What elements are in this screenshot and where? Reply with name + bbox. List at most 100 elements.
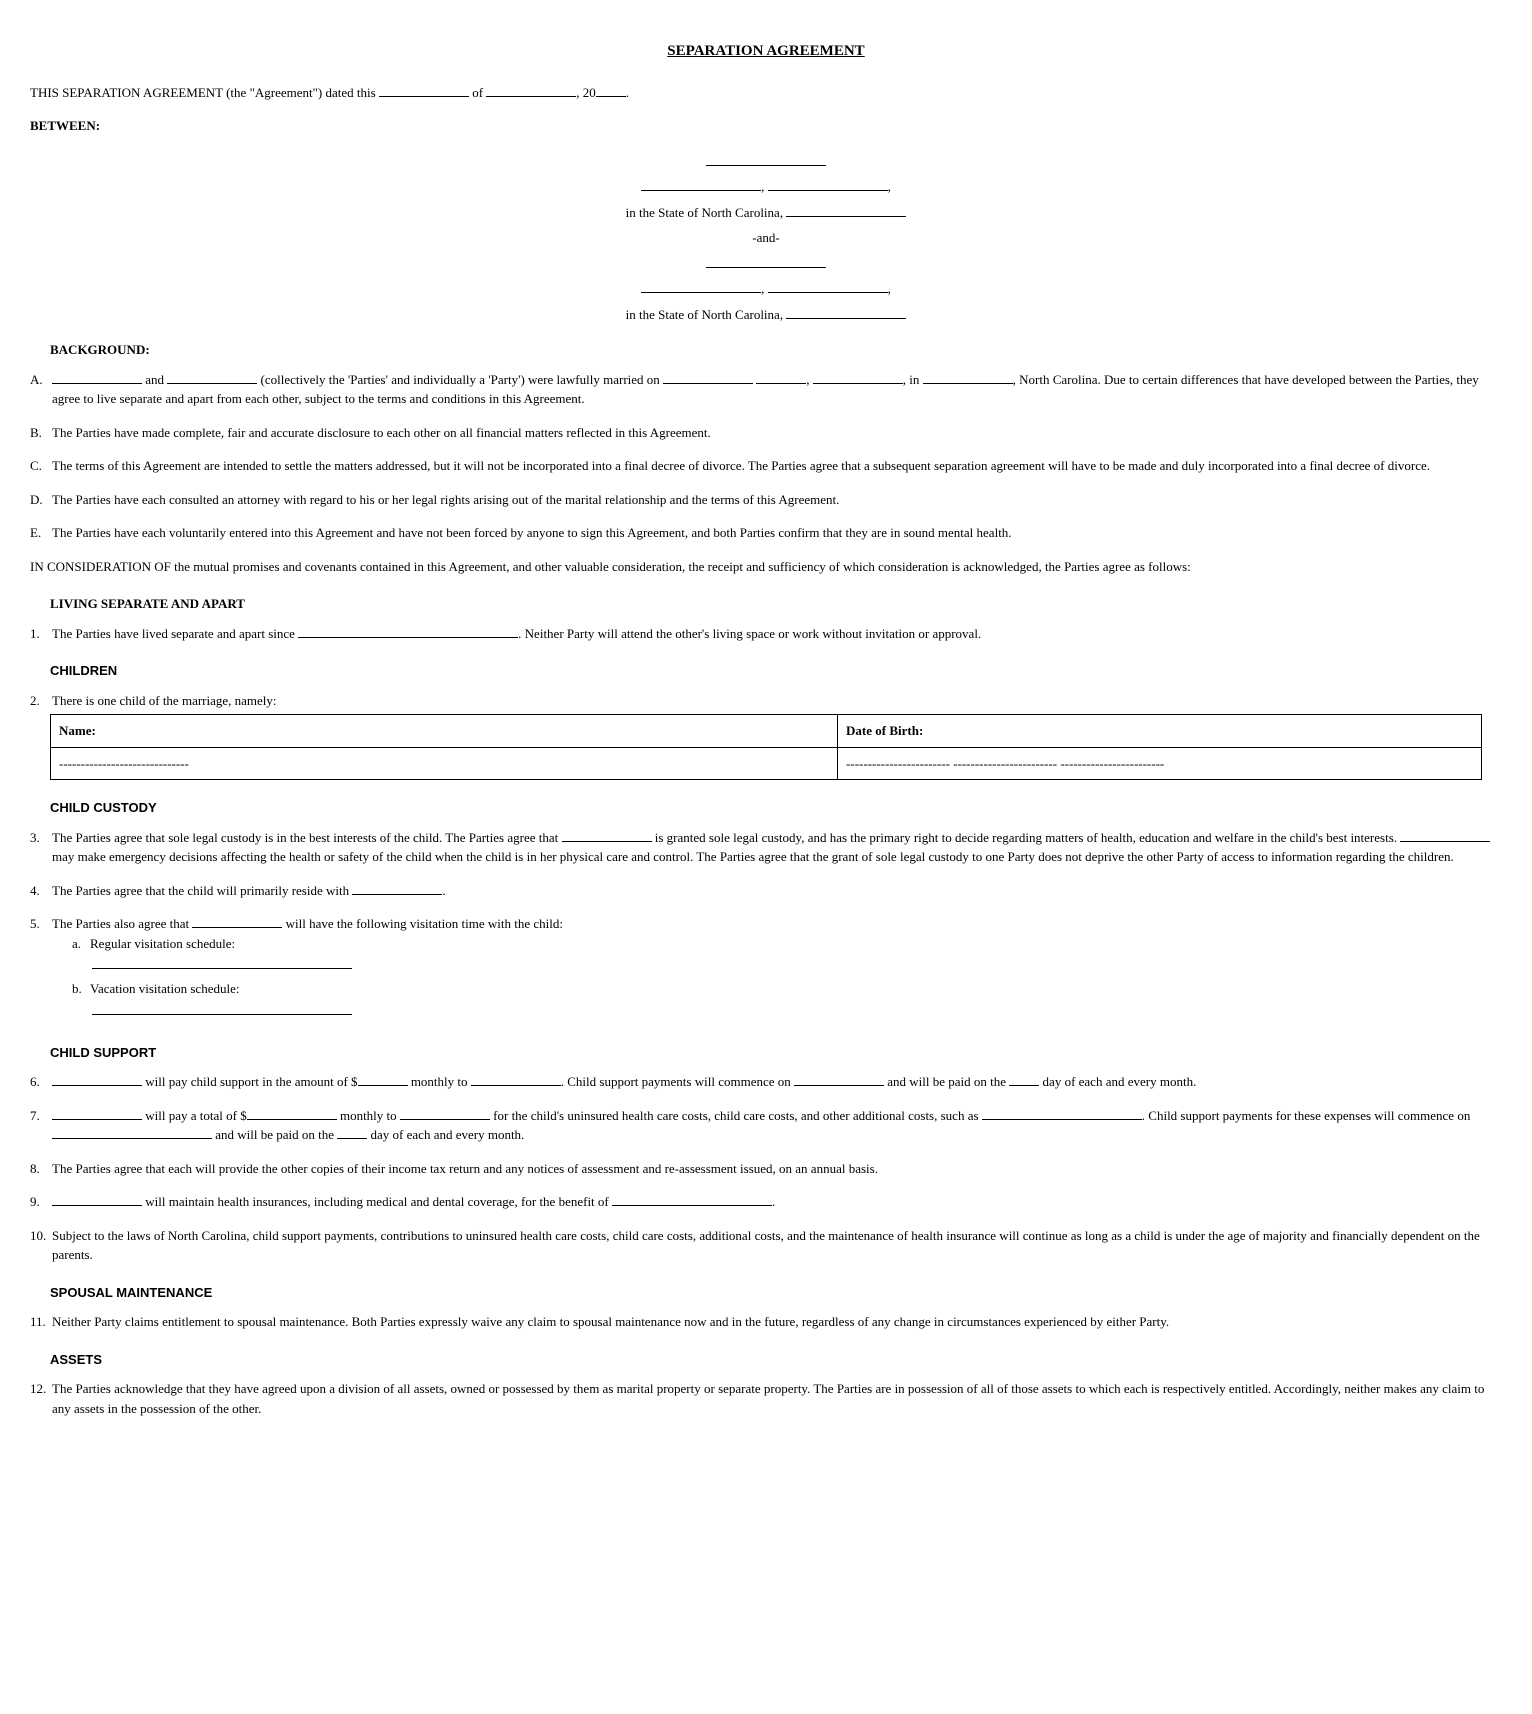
i4-pre: The Parties agree that the child will pr…: [52, 883, 352, 898]
party2-addr1[interactable]: [641, 292, 761, 293]
i9b: .: [772, 1194, 775, 1209]
i5b-text: Vacation visitation schedule:: [90, 979, 239, 999]
i12-text: The Parties acknowledge that they have a…: [52, 1379, 1502, 1418]
blank-month[interactable]: [486, 96, 576, 97]
blank-7b[interactable]: [247, 1119, 337, 1120]
i7e: and will be paid on the: [212, 1127, 337, 1142]
item-11: 11. Neither Party claims entitlement to …: [30, 1312, 1502, 1332]
party1-name[interactable]: [706, 165, 826, 166]
i6e: day of each and every month.: [1039, 1074, 1196, 1089]
item-6: 6. will pay child support in the amount …: [30, 1072, 1502, 1092]
blank-A4[interactable]: [756, 383, 806, 384]
item-8: 8. The Parties agree that each will prov…: [30, 1159, 1502, 1179]
marker-11: 11.: [30, 1312, 52, 1332]
assets-heading: ASSETS: [50, 1350, 1502, 1370]
marker-8: 8.: [30, 1159, 52, 1179]
i1-pre: The Parties have lived separate and apar…: [52, 626, 298, 641]
marker-7: 7.: [30, 1106, 52, 1145]
background-heading: BACKGROUND:: [50, 340, 1502, 360]
blank-6e[interactable]: [1009, 1085, 1039, 1086]
blank-1[interactable]: [298, 637, 518, 638]
i9a: will maintain health insurances, includi…: [142, 1194, 612, 1209]
marker-E: E.: [30, 523, 52, 543]
blank-A5[interactable]: [813, 383, 903, 384]
party2-addr2[interactable]: [768, 292, 888, 293]
party2-name[interactable]: [706, 267, 826, 268]
party1-addr2[interactable]: [768, 190, 888, 191]
marker-C: C.: [30, 456, 52, 476]
item-3: 3. The Parties agree that sole legal cus…: [30, 828, 1502, 867]
blank-5a-line[interactable]: [92, 957, 352, 969]
col-name: Name:: [51, 715, 838, 748]
party1-state: in the State of North Carolina,: [626, 205, 783, 220]
blank-A6[interactable]: [923, 383, 1013, 384]
between-heading: BETWEEN:: [30, 116, 1502, 136]
A-mid3: ,: [806, 372, 813, 387]
marker-B: B.: [30, 423, 52, 443]
i7c: for the child's uninsured health care co…: [490, 1108, 982, 1123]
item-7: 7. will pay a total of $ monthly to for …: [30, 1106, 1502, 1145]
cell-dob-fill: ------------------------ ---------------…: [846, 756, 1164, 771]
intro-year-prefix: , 20: [576, 85, 596, 100]
blank-A1[interactable]: [52, 383, 142, 384]
marker-5: 5.: [30, 914, 52, 1025]
marker-12: 12.: [30, 1379, 52, 1418]
i3c: may make emergency decisions affecting t…: [52, 849, 1454, 864]
i8-text: The Parties agree that each will provide…: [52, 1159, 1502, 1179]
blank-3b[interactable]: [1400, 841, 1490, 842]
blank-7e[interactable]: [52, 1138, 212, 1139]
item-D: D. The Parties have each consulted an at…: [30, 490, 1502, 510]
A-mid1: and: [142, 372, 167, 387]
blank-7a[interactable]: [52, 1119, 142, 1120]
blank-5[interactable]: [192, 927, 282, 928]
blank-day[interactable]: [379, 96, 469, 97]
blank-7c[interactable]: [400, 1119, 490, 1120]
i6a: will pay child support in the amount of …: [142, 1074, 358, 1089]
doc-title: SEPARATION AGREEMENT: [30, 40, 1502, 63]
party1-addr1[interactable]: [641, 190, 761, 191]
blank-A3[interactable]: [663, 383, 753, 384]
blank-6c[interactable]: [471, 1085, 561, 1086]
i3a: The Parties agree that sole legal custod…: [52, 830, 562, 845]
blank-5b-line[interactable]: [92, 1003, 352, 1015]
children-heading: CHILDREN: [50, 661, 1502, 681]
i10-text: Subject to the laws of North Carolina, c…: [52, 1226, 1502, 1265]
blank-3a[interactable]: [562, 841, 652, 842]
cell-name[interactable]: ------------------------------: [51, 747, 838, 780]
table-row: ------------------------------ ---------…: [51, 747, 1482, 780]
blank-6d[interactable]: [794, 1085, 884, 1086]
blank-6b[interactable]: [358, 1085, 408, 1086]
marker-A: A.: [30, 370, 52, 409]
blank-year[interactable]: [596, 96, 626, 97]
marker-3: 3.: [30, 828, 52, 867]
intro-prefix: THIS SEPARATION AGREEMENT (the "Agreemen…: [30, 85, 379, 100]
blank-A2[interactable]: [167, 383, 257, 384]
blank-9a[interactable]: [52, 1205, 142, 1206]
blank-7d[interactable]: [982, 1119, 1142, 1120]
marker-D: D.: [30, 490, 52, 510]
support-heading: CHILD SUPPORT: [50, 1043, 1502, 1063]
col-dob: Date of Birth:: [838, 715, 1482, 748]
item-C: C. The terms of this Agreement are inten…: [30, 456, 1502, 476]
party2-zip[interactable]: [786, 318, 906, 319]
party2-state: in the State of North Carolina,: [626, 307, 783, 322]
blank-9b[interactable]: [612, 1205, 772, 1206]
blank-7f[interactable]: [337, 1138, 367, 1139]
living-heading: LIVING SEPARATE AND APART: [50, 594, 1502, 614]
party1-zip[interactable]: [786, 216, 906, 217]
spousal-heading: SPOUSAL MAINTENANCE: [50, 1283, 1502, 1303]
cell-dob[interactable]: ------------------------ ---------------…: [838, 747, 1482, 780]
E-text: The Parties have each voluntarily entere…: [52, 523, 1502, 543]
i7d: . Child support payments for these expen…: [1142, 1108, 1471, 1123]
item-B: B. The Parties have made complete, fair …: [30, 423, 1502, 443]
i1-post: . Neither Party will attend the other's …: [518, 626, 981, 641]
blank-4[interactable]: [352, 894, 442, 895]
party1-block: , , in the State of North Carolina, -and…: [30, 152, 1502, 325]
A-mid2: (collectively the 'Parties' and individu…: [257, 372, 663, 387]
marker-9: 9.: [30, 1192, 52, 1212]
marker-1: 1.: [30, 624, 52, 644]
i6c: . Child support payments will commence o…: [561, 1074, 794, 1089]
intro-line: THIS SEPARATION AGREEMENT (the "Agreemen…: [30, 83, 1502, 103]
item-5: 5. The Parties also agree that will have…: [30, 914, 1502, 1025]
blank-6a[interactable]: [52, 1085, 142, 1086]
